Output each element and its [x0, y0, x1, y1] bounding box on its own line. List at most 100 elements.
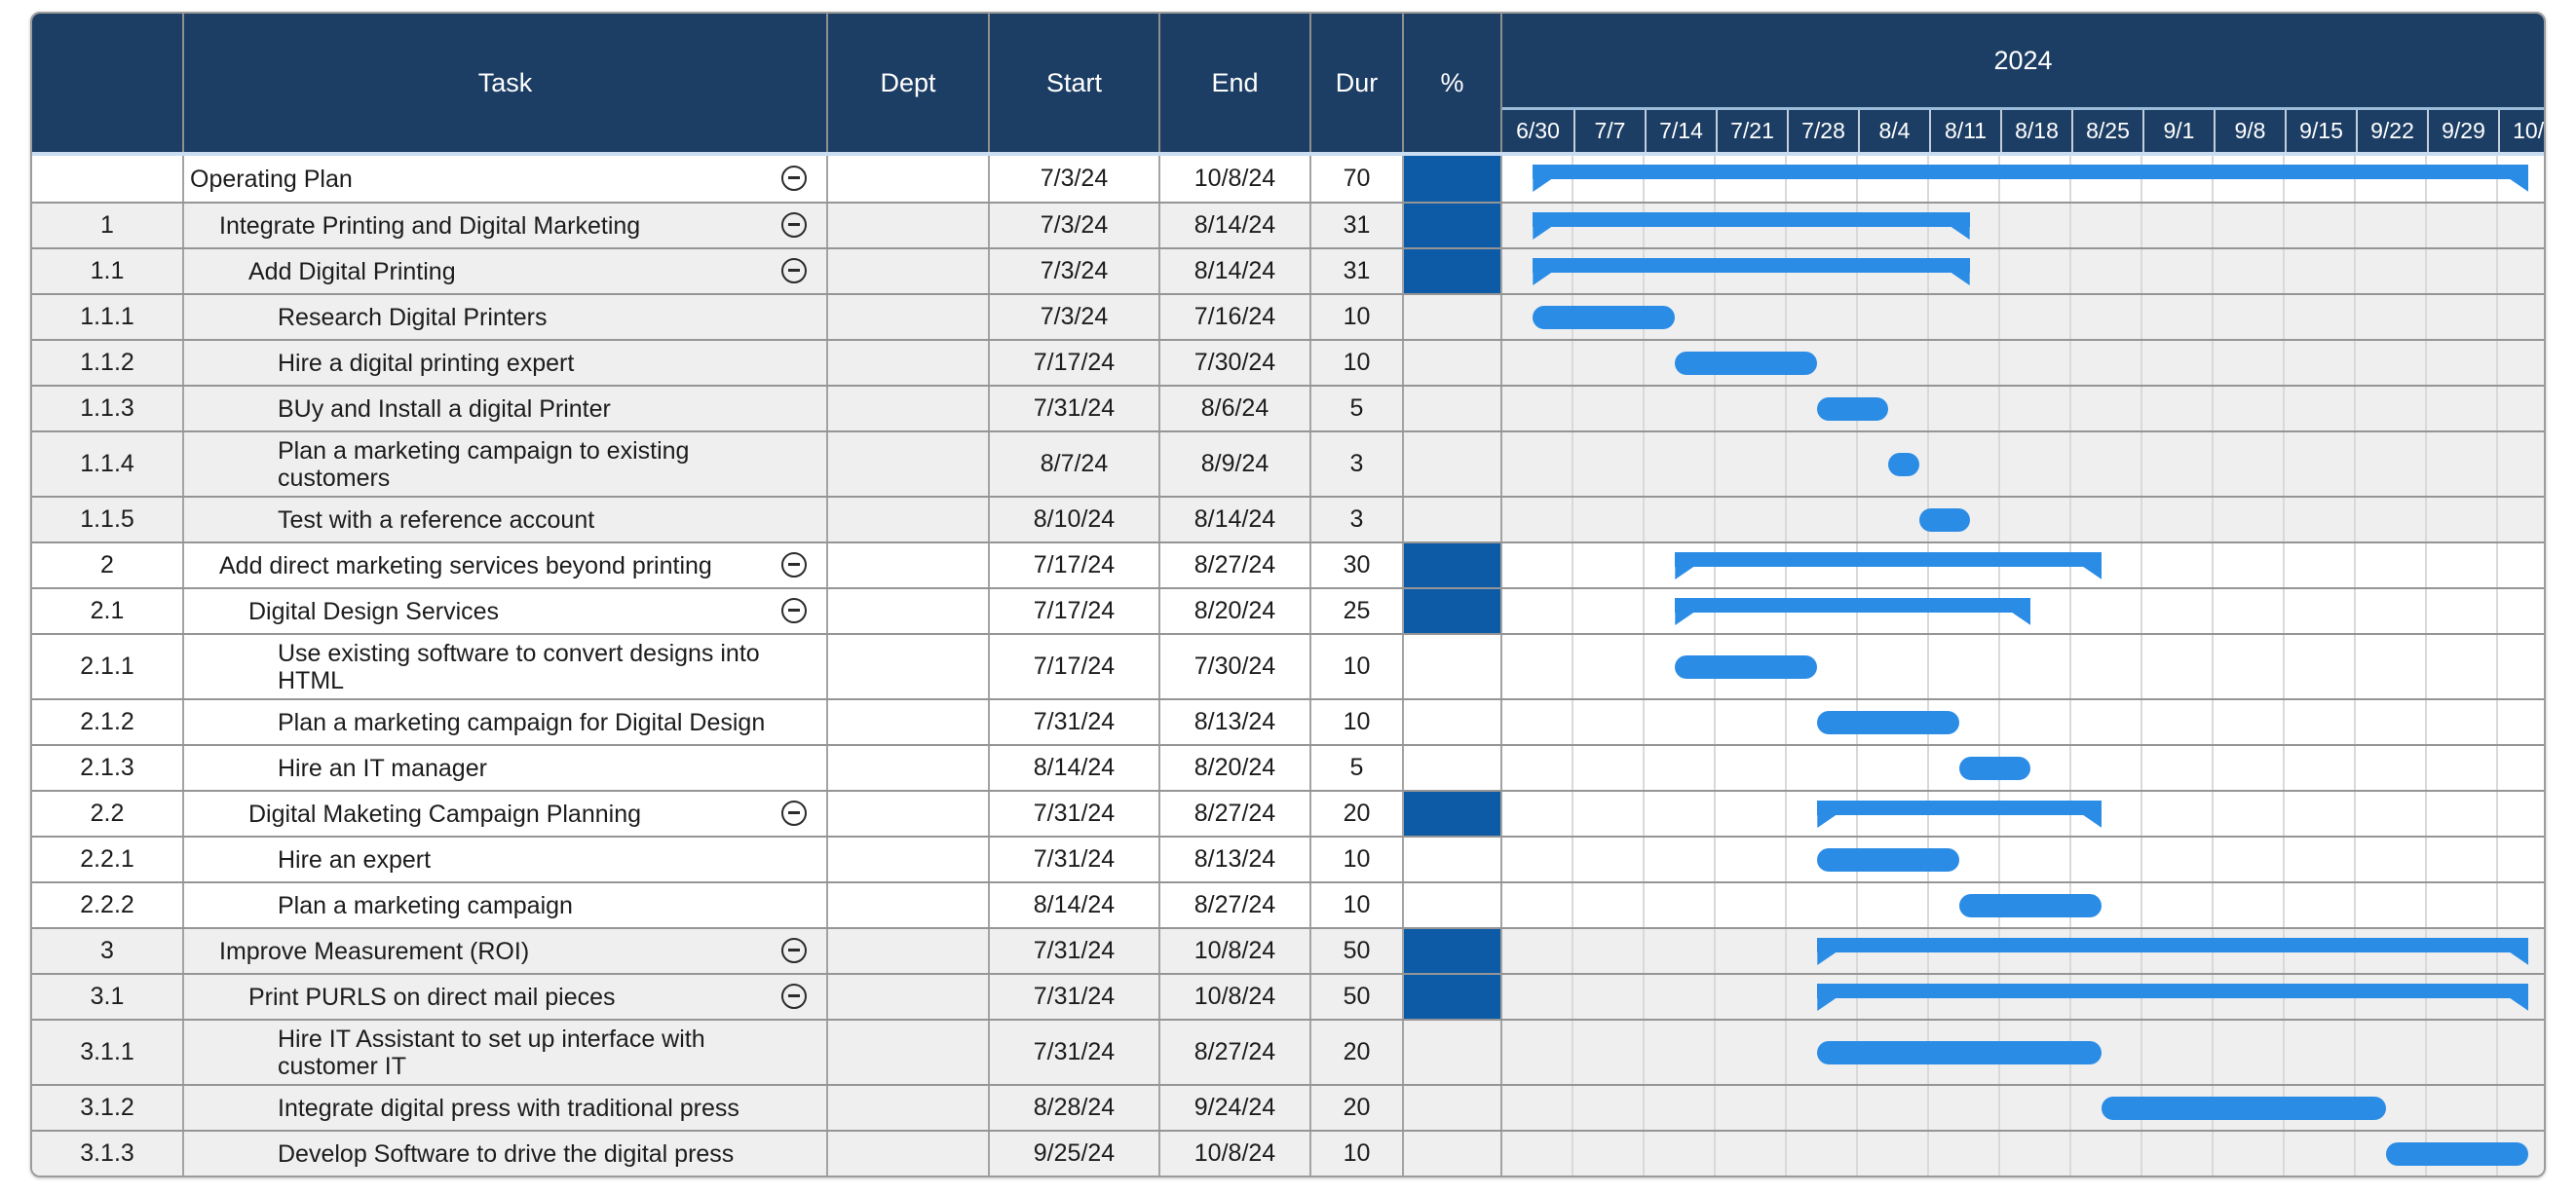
start-cell[interactable]: 7/17/24 — [990, 635, 1160, 698]
end-cell[interactable]: 7/16/24 — [1160, 295, 1311, 339]
start-cell[interactable]: 8/28/24 — [990, 1086, 1160, 1130]
gantt-bar-task[interactable] — [1675, 655, 1818, 679]
dept-cell[interactable] — [828, 700, 990, 744]
end-cell[interactable]: 8/27/24 — [1160, 543, 1311, 587]
dur-cell[interactable]: 70 — [1311, 156, 1404, 202]
collapse-button[interactable] — [781, 800, 807, 826]
gantt-bar-summary[interactable] — [1533, 212, 1970, 240]
end-cell[interactable]: 8/14/24 — [1160, 204, 1311, 247]
dept-cell[interactable] — [828, 543, 990, 587]
dur-cell[interactable]: 10 — [1311, 1132, 1404, 1175]
task-cell[interactable]: Print PURLS on direct mail pieces — [184, 975, 828, 1019]
start-cell[interactable]: 7/17/24 — [990, 543, 1160, 587]
dur-cell[interactable]: 20 — [1311, 1086, 1404, 1130]
end-cell[interactable]: 9/24/24 — [1160, 1086, 1311, 1130]
dept-cell[interactable] — [828, 432, 990, 496]
start-cell[interactable]: 7/31/24 — [990, 792, 1160, 836]
start-cell[interactable]: 9/25/24 — [990, 1132, 1160, 1175]
end-cell[interactable]: 8/14/24 — [1160, 498, 1311, 541]
start-cell[interactable]: 7/31/24 — [990, 700, 1160, 744]
dur-cell[interactable]: 20 — [1311, 1021, 1404, 1084]
gantt-bar-task[interactable] — [1888, 453, 1919, 476]
start-cell[interactable]: 7/17/24 — [990, 341, 1160, 385]
start-cell[interactable]: 7/31/24 — [990, 838, 1160, 881]
dur-cell[interactable]: 50 — [1311, 975, 1404, 1019]
gantt-bar-summary[interactable] — [1533, 258, 1970, 285]
dept-cell[interactable] — [828, 204, 990, 247]
collapse-button[interactable] — [781, 597, 807, 623]
dur-cell[interactable]: 3 — [1311, 498, 1404, 541]
start-cell[interactable]: 7/31/24 — [990, 1021, 1160, 1084]
dur-cell[interactable]: 50 — [1311, 929, 1404, 973]
task-cell[interactable]: Plan a marketing campaign — [184, 883, 828, 927]
dept-cell[interactable] — [828, 1132, 990, 1175]
dept-cell[interactable] — [828, 498, 990, 541]
dur-cell[interactable]: 20 — [1311, 792, 1404, 836]
dur-cell[interactable]: 10 — [1311, 295, 1404, 339]
gantt-bar-summary[interactable] — [1817, 984, 2529, 1011]
dept-cell[interactable] — [828, 635, 990, 698]
dept-cell[interactable] — [828, 341, 990, 385]
dept-cell[interactable] — [828, 1021, 990, 1084]
dur-cell[interactable]: 25 — [1311, 589, 1404, 633]
end-cell[interactable]: 10/8/24 — [1160, 975, 1311, 1019]
dur-cell[interactable]: 31 — [1311, 204, 1404, 247]
dept-cell[interactable] — [828, 156, 990, 202]
gantt-bar-task[interactable] — [1533, 306, 1676, 329]
start-cell[interactable]: 7/3/24 — [990, 295, 1160, 339]
collapse-button[interactable] — [781, 937, 807, 963]
start-cell[interactable]: 7/17/24 — [990, 589, 1160, 633]
dur-cell[interactable]: 5 — [1311, 746, 1404, 790]
task-cell[interactable]: Hire a digital printing expert — [184, 341, 828, 385]
start-cell[interactable]: 7/3/24 — [990, 204, 1160, 247]
dur-cell[interactable]: 10 — [1311, 838, 1404, 881]
dur-cell[interactable]: 10 — [1311, 341, 1404, 385]
gantt-bar-task[interactable] — [2386, 1142, 2529, 1166]
task-cell[interactable]: Plan a marketing campaign for Digital De… — [184, 700, 828, 744]
dept-cell[interactable] — [828, 589, 990, 633]
end-cell[interactable]: 10/8/24 — [1160, 929, 1311, 973]
start-cell[interactable]: 8/10/24 — [990, 498, 1160, 541]
start-cell[interactable]: 7/3/24 — [990, 156, 1160, 202]
end-cell[interactable]: 10/8/24 — [1160, 156, 1311, 202]
end-cell[interactable]: 8/13/24 — [1160, 838, 1311, 881]
collapse-button[interactable] — [781, 165, 807, 191]
task-cell[interactable]: Hire an expert — [184, 838, 828, 881]
collapse-button[interactable] — [781, 211, 807, 238]
end-cell[interactable]: 8/27/24 — [1160, 883, 1311, 927]
dept-cell[interactable] — [828, 746, 990, 790]
dur-cell[interactable]: 31 — [1311, 249, 1404, 293]
dur-cell[interactable]: 3 — [1311, 432, 1404, 496]
task-cell[interactable]: Improve Measurement (ROI) — [184, 929, 828, 973]
collapse-button[interactable] — [781, 983, 807, 1009]
dept-cell[interactable] — [828, 838, 990, 881]
task-cell[interactable]: Hire IT Assistant to set up interface wi… — [184, 1021, 828, 1084]
dept-cell[interactable] — [828, 295, 990, 339]
start-cell[interactable]: 8/14/24 — [990, 746, 1160, 790]
gantt-bar-task[interactable] — [1817, 848, 1960, 872]
dept-cell[interactable] — [828, 929, 990, 973]
start-cell[interactable]: 7/3/24 — [990, 249, 1160, 293]
task-cell[interactable]: Hire an IT manager — [184, 746, 828, 790]
start-cell[interactable]: 7/31/24 — [990, 387, 1160, 430]
task-cell[interactable]: Digital Maketing Campaign Planning — [184, 792, 828, 836]
start-cell[interactable]: 7/31/24 — [990, 975, 1160, 1019]
gantt-bar-task[interactable] — [2102, 1097, 2387, 1120]
dur-cell[interactable]: 10 — [1311, 700, 1404, 744]
end-cell[interactable]: 8/20/24 — [1160, 589, 1311, 633]
end-cell[interactable]: 8/6/24 — [1160, 387, 1311, 430]
task-cell[interactable]: Operating Plan — [184, 156, 828, 202]
collapse-button[interactable] — [781, 257, 807, 283]
end-cell[interactable]: 10/8/24 — [1160, 1132, 1311, 1175]
end-cell[interactable]: 8/27/24 — [1160, 1021, 1311, 1084]
end-cell[interactable]: 8/9/24 — [1160, 432, 1311, 496]
gantt-bar-summary[interactable] — [1533, 165, 2529, 192]
gantt-bar-summary[interactable] — [1817, 801, 2102, 828]
start-cell[interactable]: 8/7/24 — [990, 432, 1160, 496]
dur-cell[interactable]: 10 — [1311, 635, 1404, 698]
end-cell[interactable]: 7/30/24 — [1160, 635, 1311, 698]
gantt-bar-summary[interactable] — [1675, 552, 2102, 579]
gantt-bar-task[interactable] — [1918, 508, 1970, 532]
dept-cell[interactable] — [828, 792, 990, 836]
gantt-bar-task[interactable] — [1959, 894, 2102, 917]
